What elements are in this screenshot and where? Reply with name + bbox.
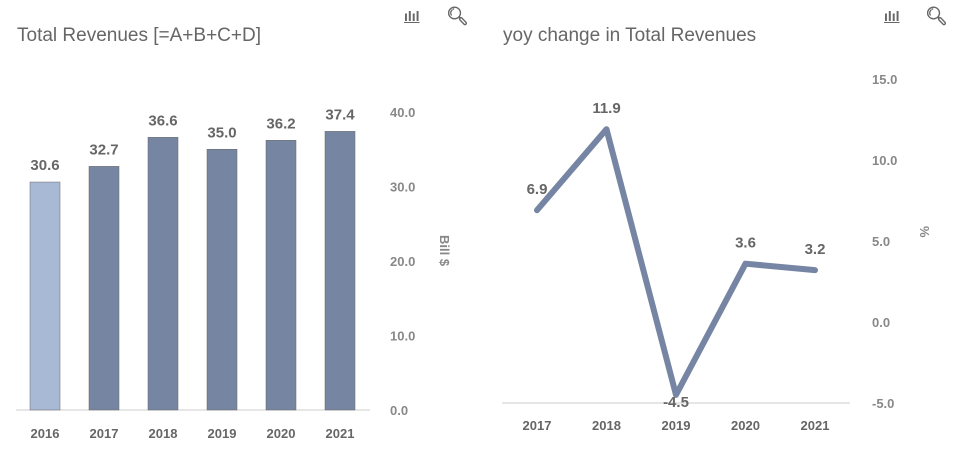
- data-label: -4.5: [663, 394, 689, 411]
- x-tick-label: 2021: [801, 418, 830, 433]
- data-label: 11.9: [592, 100, 620, 117]
- x-tick-label: 2019: [662, 418, 691, 433]
- x-tick-label: 2016: [31, 426, 60, 441]
- search-icon[interactable]: 🔍︎: [446, 6, 469, 26]
- chart-title-right: yoy change in Total Revenues: [503, 25, 757, 46]
- data-label: 30.6: [30, 157, 59, 174]
- bar: [206, 149, 238, 411]
- x-tick-label: 2017: [523, 418, 552, 433]
- data-label: 3.6: [735, 235, 756, 252]
- y-axis-label: Bill $: [437, 235, 452, 267]
- data-label: 35.0: [207, 124, 236, 141]
- y-tick-label: 10.0: [872, 153, 897, 168]
- bar: [265, 140, 297, 411]
- bar-chart-icon[interactable]: ılıl: [404, 8, 420, 24]
- y-tick-label: 0.0: [390, 403, 408, 418]
- x-tick-label: 2018: [149, 426, 178, 441]
- x-tick-label: 2019: [208, 426, 237, 441]
- chart-title-left: Total Revenues [=A+B+C+D]: [17, 25, 261, 46]
- data-label: 36.2: [266, 115, 295, 132]
- data-label: 6.9: [527, 181, 548, 198]
- search-icon[interactable]: 🔍︎: [925, 6, 948, 26]
- series-line: [534, 126, 818, 398]
- y-tick-label: 15.0: [872, 72, 897, 87]
- bar: [324, 131, 356, 411]
- bar: [88, 166, 120, 411]
- data-label: 3.2: [805, 241, 826, 258]
- y-tick-label: -5.0: [872, 396, 894, 411]
- data-label: 37.4: [325, 106, 355, 123]
- bar: [147, 137, 179, 411]
- bar-chart-icon[interactable]: ılıl: [884, 8, 900, 24]
- y-tick-label: 0.0: [872, 315, 890, 330]
- bar: [29, 181, 61, 411]
- x-tick-label: 2021: [326, 426, 355, 441]
- y-tick-label: 30.0: [390, 180, 415, 195]
- x-tick-label: 2017: [90, 426, 119, 441]
- x-tick-label: 2018: [592, 418, 621, 433]
- data-label: 32.7: [89, 141, 118, 158]
- x-tick-label: 2020: [731, 418, 760, 433]
- y-tick-label: 40.0: [390, 105, 415, 120]
- y-tick-label: 5.0: [872, 234, 890, 249]
- data-label: 36.6: [148, 112, 177, 129]
- x-tick-label: 2020: [267, 426, 296, 441]
- y-tick-label: 20.0: [390, 254, 415, 269]
- y-axis-label: %: [917, 226, 932, 238]
- y-tick-label: 10.0: [390, 329, 415, 344]
